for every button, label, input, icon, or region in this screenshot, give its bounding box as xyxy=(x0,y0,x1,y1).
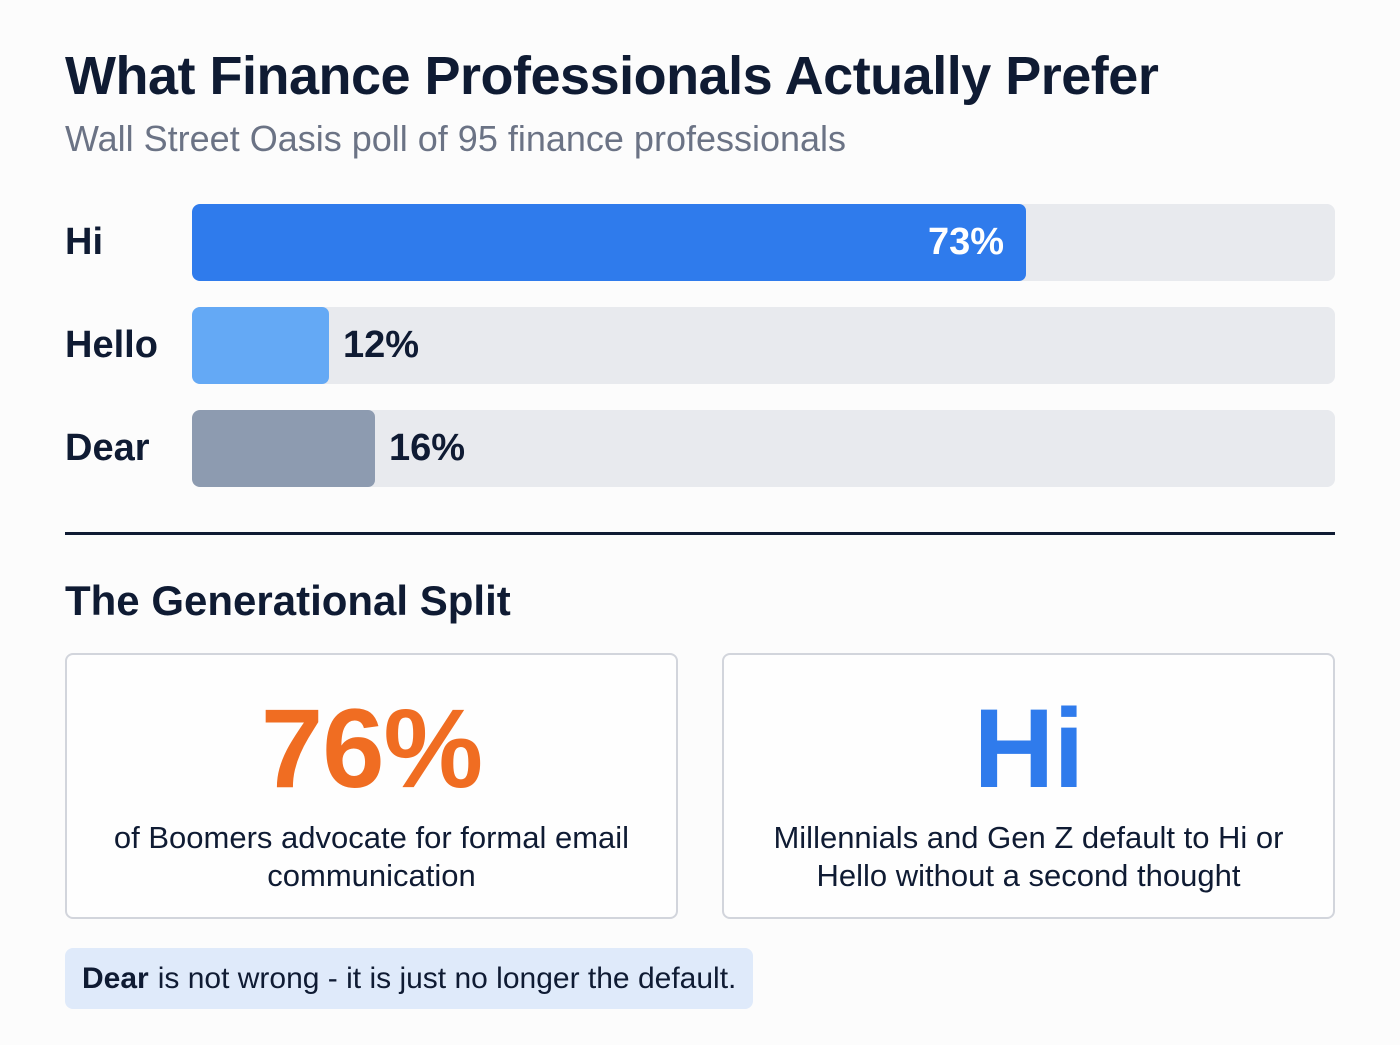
stat-description: of Boomers advocate for formal email com… xyxy=(113,820,630,893)
section-title: The Generational Split xyxy=(65,577,511,624)
bar-fill xyxy=(192,410,375,487)
bar-track xyxy=(192,204,1335,281)
bar-track xyxy=(192,307,1335,384)
callout-text: is not wrong - it is just no longer the … xyxy=(157,961,737,995)
stat-card-millennials: Hi Millennials and Gen Z default to Hi o… xyxy=(722,653,1335,919)
bar-row-hello: Hello 12% xyxy=(0,307,1400,384)
callout-note: Dear is not wrong - it is just no longer… xyxy=(65,948,754,1009)
stat-big-value: 76% xyxy=(260,686,483,811)
bar-fill xyxy=(192,307,329,384)
bar-label: Hi xyxy=(65,221,103,263)
bar-row-hi: Hi 73% xyxy=(0,204,1400,281)
bar-value: 12% xyxy=(343,324,420,366)
bar-label: Dear xyxy=(65,427,150,469)
section-divider xyxy=(65,532,1335,535)
bar-row-dear: Dear 16% xyxy=(0,410,1400,487)
bar-value: 73% xyxy=(927,221,1004,263)
bar-value: 16% xyxy=(389,427,466,469)
bar-label: Hello xyxy=(65,324,158,366)
page-subtitle: Wall Street Oasis poll of 95 finance pro… xyxy=(65,118,847,159)
bar-fill xyxy=(192,204,1026,281)
page-title: What Finance Professionals Actually Pref… xyxy=(65,46,1159,106)
stat-card-boomers: 76% of Boomers advocate for formal email… xyxy=(65,653,678,919)
callout-bold: Dear xyxy=(82,961,149,995)
stat-big-value: Hi xyxy=(973,686,1085,811)
bar-track xyxy=(192,410,1335,487)
stat-description: Millennials and Gen Z default to Hi or H… xyxy=(773,820,1284,893)
